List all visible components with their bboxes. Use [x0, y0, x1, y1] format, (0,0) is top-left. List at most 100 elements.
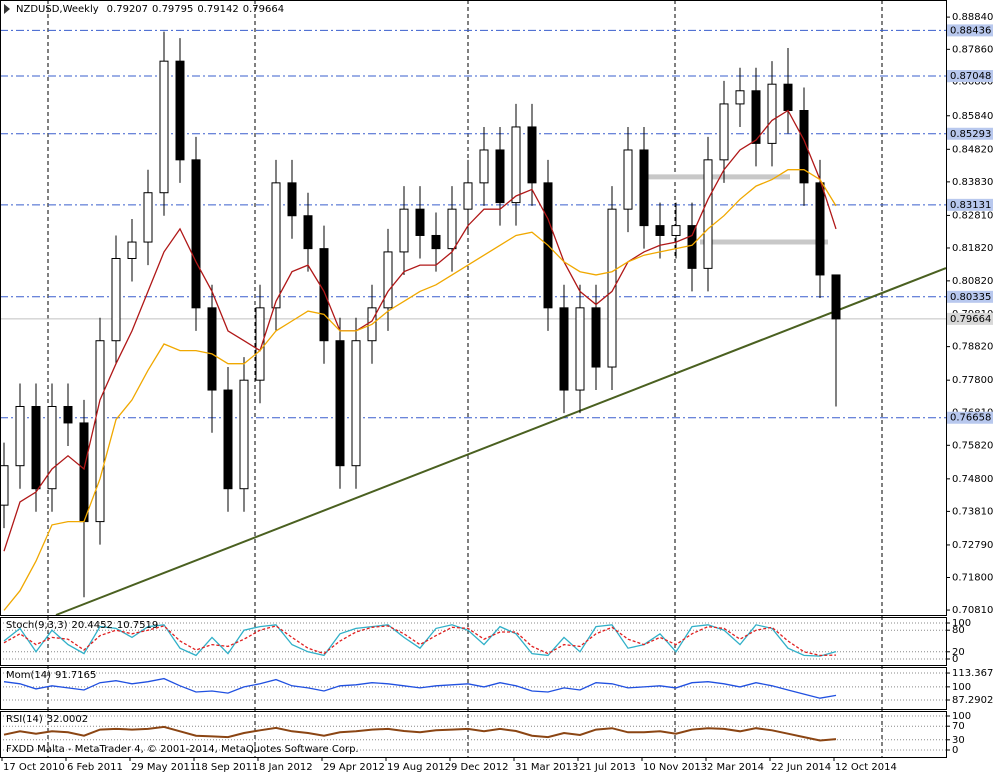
candle-body — [671, 225, 681, 236]
level-label: 0.83131 — [950, 200, 991, 211]
y-tick-label: 0.86880 — [952, 77, 993, 88]
y-tick-label: 0.74800 — [952, 474, 993, 485]
y-tick-label: 100 — [952, 618, 971, 629]
candle-body — [687, 225, 697, 269]
candle-body — [623, 149, 633, 210]
y-tick-label: 0 — [952, 654, 958, 665]
series-line — [3, 677, 837, 699]
candle-body — [463, 182, 473, 210]
candle-body — [735, 90, 745, 105]
x-tick-label: 22 Jun 2014 — [771, 762, 831, 773]
y-tick-label: 80 — [952, 625, 965, 636]
candle-body — [751, 90, 761, 144]
candle-body — [703, 159, 713, 269]
y-tick-label: 0.73810 — [952, 506, 993, 517]
y-tick-label: 0.88840 — [952, 12, 993, 23]
panel-frame — [0, 711, 947, 758]
candle-body — [0, 465, 9, 506]
candle-body — [287, 182, 297, 217]
panel-frame — [0, 667, 947, 710]
x-tick-label: 29 Apr 2012 — [323, 762, 385, 773]
y-tick-label: 0.80820 — [952, 276, 993, 287]
panel-title: Stoch(9,3,3) 20.4452 10.7519 — [6, 620, 158, 631]
x-tick-label: 2 Mar 2014 — [707, 762, 764, 773]
x-tick-label: 10 Nov 2013 — [643, 762, 707, 773]
candle-body — [207, 307, 217, 391]
y-tick-label: 0.70810 — [952, 605, 993, 616]
y-tick-label: 70 — [952, 721, 965, 732]
candle-body — [255, 307, 265, 381]
ohlc-value: 0.79142 — [197, 4, 238, 15]
candle-body — [31, 405, 41, 490]
panel-last-value: 32.0002 — [47, 714, 88, 725]
level-label: 0.88436 — [950, 25, 991, 36]
candle-body — [767, 83, 777, 144]
candle-body — [495, 149, 505, 204]
candle-body — [159, 60, 169, 194]
y-tick-label: 113.3679 — [952, 668, 994, 679]
y-tick-label: 0.85840 — [952, 111, 993, 122]
y-tick-label: 0.83830 — [952, 177, 993, 188]
y-tick-label: 0.81820 — [952, 243, 993, 254]
y-tick-label: 0.82810 — [952, 210, 993, 221]
series-line — [3, 725, 837, 742]
candle-body — [815, 182, 825, 276]
candle-body — [431, 234, 441, 250]
candle-body — [223, 389, 233, 490]
panel-frame — [0, 617, 947, 666]
candle-body — [639, 149, 649, 227]
candle-body — [239, 379, 249, 490]
y-tick-label: 0.78820 — [952, 342, 993, 353]
x-tick-label: 8 Jan 2012 — [259, 762, 313, 773]
x-tick-label: 21 Jul 2013 — [579, 762, 636, 773]
panel-last-value: 10.7519 — [117, 620, 158, 631]
title-icon — [4, 4, 10, 14]
ohlc-value: 0.79795 — [152, 4, 193, 15]
y-tick-label: 0.84820 — [952, 144, 993, 155]
x-tick-label: 18 Sep 2011 — [195, 762, 258, 773]
current-price-label: 0.79664 — [950, 314, 991, 325]
panel-title: Mom(14) 91.7165 — [6, 670, 96, 681]
panel-title-text: Stoch(9,3,3) — [6, 620, 68, 631]
panel-title-text: RSI(14) — [6, 714, 43, 725]
level-label-box — [947, 411, 993, 424]
series-line — [3, 625, 837, 657]
candle-body — [479, 149, 489, 184]
level-label: 0.85293 — [950, 129, 991, 140]
series-line — [3, 624, 837, 657]
y-tick-label: 0.72790 — [952, 540, 993, 551]
candle-body — [143, 192, 153, 243]
y-tick-label: 0.87860 — [952, 44, 993, 55]
x-tick-label: 31 Mar 2013 — [515, 762, 578, 773]
level-label: 0.80335 — [950, 292, 991, 303]
footer: FXDD Malta - MetaTrader 4, © 2001-2014, … — [6, 744, 359, 755]
x-tick-label: 29 May 2011 — [131, 762, 196, 773]
y-tick-label: 0.75820 — [952, 440, 993, 451]
candle-body — [799, 110, 809, 184]
candle-body — [79, 422, 89, 523]
level-label-box — [947, 70, 993, 83]
panel-title-text: Mom(14) — [6, 670, 51, 681]
candle-body — [47, 405, 57, 490]
candle-body — [559, 307, 569, 391]
title-text: NZDUSD,Weekly — [16, 4, 99, 15]
candle-body — [447, 208, 457, 250]
candle-body — [63, 405, 73, 424]
candle-body — [415, 208, 425, 236]
candle-body — [15, 405, 25, 467]
ohlc-value: 0.79207 — [107, 4, 148, 15]
y-tick-label: 0.77800 — [952, 375, 993, 386]
panel-last-value: 20.4452 — [71, 620, 112, 631]
x-tick-label: 12 Oct 2014 — [835, 762, 897, 773]
candle-body — [127, 241, 137, 259]
ohlc-value: 0.79664 — [243, 4, 284, 15]
x-tick-label: 9 Dec 2012 — [451, 762, 509, 773]
candle-body — [607, 208, 617, 368]
y-tick-label: 0.71800 — [952, 573, 993, 584]
candle-body — [303, 215, 313, 250]
candle-body — [655, 225, 665, 236]
candle-body — [111, 257, 121, 342]
level-label-box — [947, 290, 993, 303]
candle-body — [511, 126, 521, 204]
candle-body — [527, 126, 537, 184]
